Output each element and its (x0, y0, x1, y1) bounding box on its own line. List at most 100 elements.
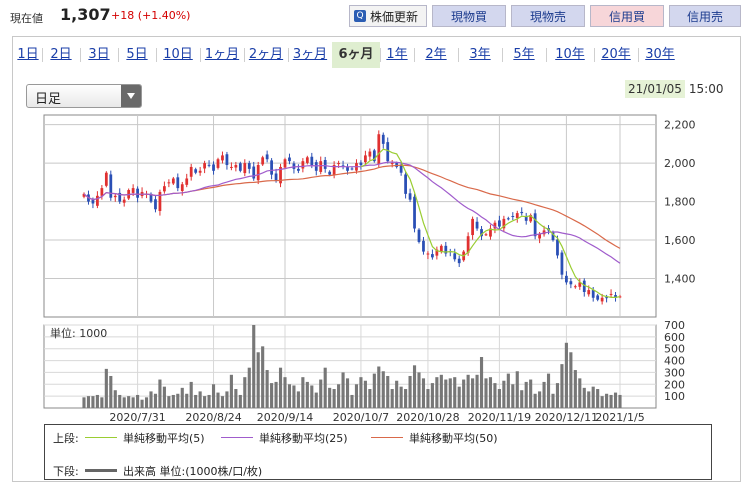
volume-bar (136, 394, 140, 408)
candle-body (230, 166, 233, 168)
candle-body (91, 199, 95, 204)
volume-bar (127, 396, 131, 408)
candle-body (292, 163, 296, 169)
volume-bar (381, 371, 385, 408)
spot-sell-button[interactable]: 現物売 (511, 5, 585, 27)
candle-body (234, 165, 238, 168)
volume-bar (283, 377, 287, 408)
volume-bar (113, 390, 117, 408)
volume-bar (140, 399, 144, 408)
tab-7[interactable]: 2ヶ月 (248, 47, 284, 62)
volume-bar (404, 389, 408, 408)
update-price-button[interactable]: Q 株価更新 (349, 5, 427, 27)
margin-buy-button[interactable]: 信用買 (590, 5, 664, 27)
tab-separator (457, 48, 459, 62)
tab-16[interactable]: 30年 (645, 47, 675, 62)
tab-11[interactable]: 2年 (425, 47, 447, 62)
tab-separator (593, 48, 595, 62)
tab-5[interactable]: 10日 (163, 47, 193, 62)
volume-bar (176, 393, 180, 408)
candle-body (542, 230, 546, 235)
volume-bar (484, 378, 488, 408)
volume-bar (448, 378, 452, 408)
chart-time: 15:00 (688, 82, 724, 96)
tab-separator (545, 48, 547, 62)
tab-separator (155, 48, 157, 62)
candle-body (163, 186, 166, 192)
candle-body (439, 245, 443, 252)
candle-body (82, 193, 86, 197)
candle-body (605, 297, 608, 299)
candle-body (252, 166, 256, 179)
candle-body (265, 154, 269, 160)
volume-bar (314, 392, 318, 408)
tab-10[interactable]: 1年 (386, 47, 408, 62)
candle-body (475, 221, 479, 229)
legend-volume-label: 出来高 単位:(1000株/口/枚) (123, 465, 263, 478)
price-tick-label: 1,400 (664, 273, 696, 286)
tab-15[interactable]: 20年 (601, 47, 631, 62)
volume-tick-label: 300 (664, 366, 685, 379)
candle-body (556, 239, 559, 256)
tab-1[interactable]: 1日 (17, 47, 39, 62)
candle-body (297, 168, 300, 171)
candle-body (551, 232, 555, 241)
chevron-down-icon[interactable] (121, 85, 141, 107)
volume-bar (319, 379, 323, 408)
volume-bar (462, 379, 466, 408)
chart-legend: 上段: 単純移動平均(5) 単純移動平均(25) 単純移動平均(50) 下段: … (44, 424, 712, 480)
candle-body (243, 163, 247, 174)
volume-pane-frame (43, 324, 657, 409)
candle-body (149, 193, 153, 202)
candle-body (118, 192, 122, 202)
volume-bar (555, 383, 560, 408)
volume-bar (261, 346, 265, 408)
volume-bar (399, 386, 403, 408)
legend-ma5-label: 単純移動平均(5) (123, 432, 205, 445)
volume-bar (386, 375, 390, 408)
volume-bar (564, 342, 568, 408)
tab-4[interactable]: 5日 (126, 47, 148, 62)
volume-bar (408, 375, 412, 408)
margin-sell-button[interactable]: 信用売 (669, 5, 741, 27)
date-tick-label: 2020/9/14 (257, 411, 313, 424)
tab-3[interactable]: 3日 (88, 47, 110, 62)
ma25-line (83, 161, 621, 264)
tab-8[interactable]: 3ヶ月 (292, 47, 328, 62)
tab-12[interactable]: 3年 (469, 47, 491, 62)
volume-bar (609, 394, 613, 408)
date-tick-label: 2020/10/7 (333, 411, 389, 424)
price-tick-label: 2,000 (664, 157, 696, 170)
volume-tick-label: 200 (664, 378, 685, 391)
volume-bar (118, 394, 122, 408)
candle-body (524, 216, 528, 221)
tab-2[interactable]: 2日 (50, 47, 72, 62)
volume-bar (131, 397, 135, 408)
volume-bar (171, 394, 175, 408)
volume-bar (354, 384, 359, 408)
candle-body (323, 160, 327, 169)
legend-ma5-line (85, 437, 117, 438)
date-tick-label: 2020/8/24 (185, 411, 241, 424)
candle-body (274, 173, 278, 181)
volume-bar (180, 387, 184, 408)
tab-9[interactable]: 6ヶ月 (332, 42, 380, 68)
volume-bar (426, 389, 430, 408)
tab-14[interactable]: 10年 (555, 47, 585, 62)
tab-6[interactable]: 1ヶ月 (204, 47, 240, 62)
candle-body (372, 150, 376, 162)
tab-13[interactable]: 5年 (513, 47, 535, 62)
volume-bar (167, 396, 171, 408)
candle-body (453, 253, 457, 260)
date-tick-label: 2020/7/31 (109, 411, 165, 424)
candle-body (587, 290, 591, 295)
interval-select[interactable]: 日足 (26, 84, 142, 108)
spot-buy-button[interactable]: 現物買 (432, 5, 506, 27)
candle-body (319, 161, 323, 172)
volume-bar (578, 378, 582, 408)
volume-tick-label: 600 (664, 331, 685, 344)
candle-body (609, 293, 613, 295)
candle-body (283, 159, 287, 168)
volume-bar (198, 391, 202, 408)
